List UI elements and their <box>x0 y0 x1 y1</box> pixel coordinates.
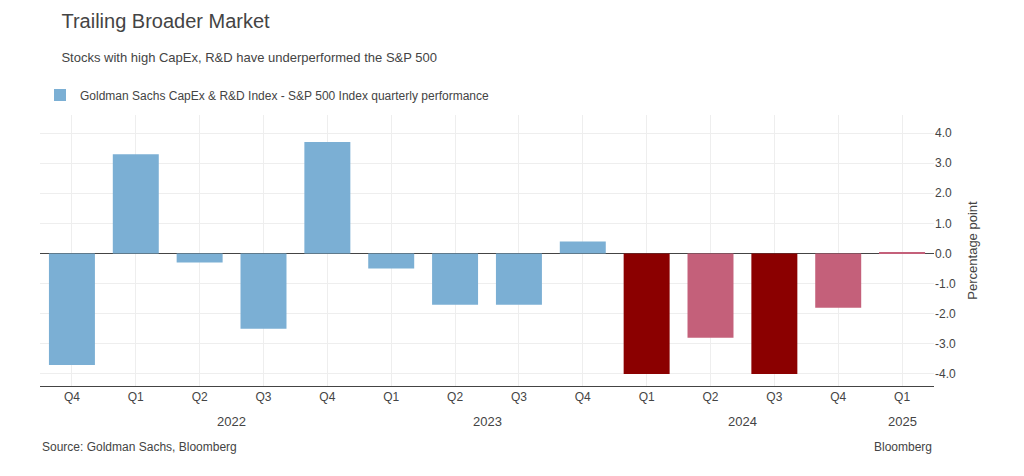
svg-text:2024: 2024 <box>728 414 757 429</box>
svg-text:Goldman Sachs CapEx & R&D Inde: Goldman Sachs CapEx & R&D Index - S&P 50… <box>80 89 489 103</box>
svg-text:Q2: Q2 <box>192 390 208 404</box>
svg-text:Q1: Q1 <box>383 390 399 404</box>
svg-text:-2.0: -2.0 <box>935 307 956 321</box>
svg-text:0.0: 0.0 <box>935 247 952 261</box>
svg-text:2.0: 2.0 <box>935 186 952 200</box>
svg-text:Q1: Q1 <box>894 390 910 404</box>
svg-text:Percentage point: Percentage point <box>965 201 980 300</box>
svg-text:-1.0: -1.0 <box>935 277 956 291</box>
svg-text:Stocks with high CapEx, R&D ha: Stocks with high CapEx, R&D have underpe… <box>61 50 437 65</box>
svg-text:2025: 2025 <box>888 414 917 429</box>
svg-text:1.0: 1.0 <box>935 217 952 231</box>
svg-text:Q2: Q2 <box>702 390 718 404</box>
svg-text:Trailing Broader Market: Trailing Broader Market <box>61 10 270 32</box>
svg-text:Q4: Q4 <box>575 390 591 404</box>
svg-text:Q3: Q3 <box>766 390 782 404</box>
svg-text:-3.0: -3.0 <box>935 337 956 351</box>
svg-text:4.0: 4.0 <box>935 126 952 140</box>
svg-text:2022: 2022 <box>217 414 246 429</box>
svg-text:Source: Goldman Sachs, Bloombe: Source: Goldman Sachs, Bloomberg <box>42 440 237 454</box>
svg-text:Q1: Q1 <box>128 390 144 404</box>
svg-text:Q3: Q3 <box>255 390 271 404</box>
svg-text:Q3: Q3 <box>511 390 527 404</box>
svg-text:-4.0: -4.0 <box>935 367 956 381</box>
svg-text:Bloomberg: Bloomberg <box>874 440 932 454</box>
svg-text:Q4: Q4 <box>64 390 80 404</box>
svg-text:Q1: Q1 <box>639 390 655 404</box>
svg-text:Q4: Q4 <box>830 390 846 404</box>
svg-text:3.0: 3.0 <box>935 156 952 170</box>
svg-text:2023: 2023 <box>473 414 502 429</box>
svg-text:Q4: Q4 <box>319 390 335 404</box>
svg-text:Q2: Q2 <box>447 390 463 404</box>
